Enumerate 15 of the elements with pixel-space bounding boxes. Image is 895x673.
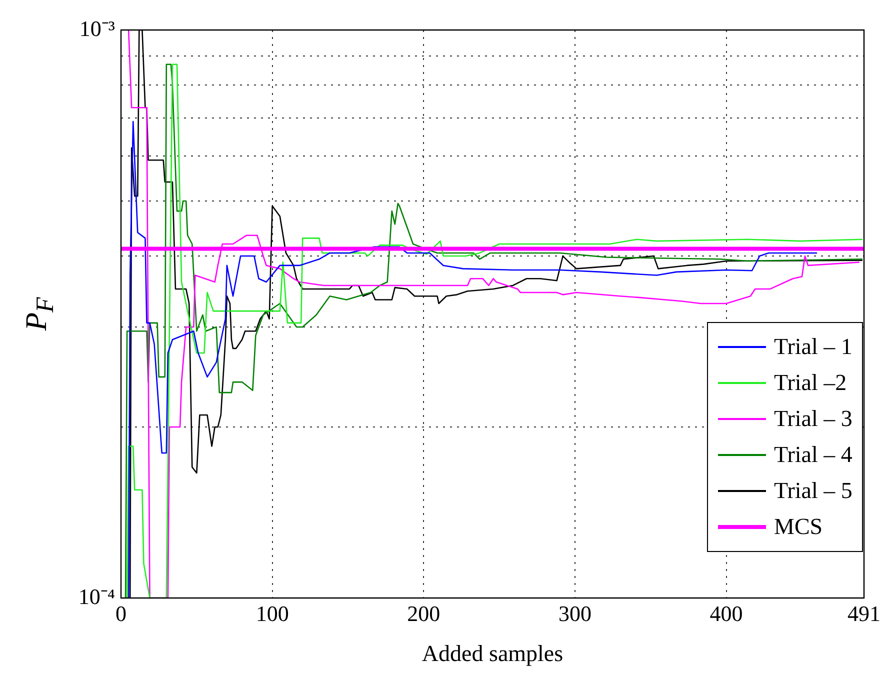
x-tick-label: 300 (558, 600, 592, 626)
x-axis-title: Added samples (422, 641, 564, 666)
x-tick-label: 100 (256, 600, 289, 626)
x-tick-label: 491 (848, 600, 880, 626)
legend-label: Trial – 4 (774, 442, 852, 468)
x-tick-label: 0 (116, 600, 126, 626)
x-tick-label: 400 (710, 600, 743, 626)
legend-label: Trial – 5 (774, 478, 852, 504)
x-tick-label: 200 (407, 600, 440, 626)
y-tick-label: 10⁻³ (79, 16, 116, 41)
legend-label: MCS (774, 514, 823, 540)
y-tick-label: 10⁻⁴ (78, 584, 116, 609)
legend-label: Trial –2 (774, 370, 847, 396)
legend-label: Trial – 1 (774, 334, 852, 360)
legend-label: Trial – 3 (774, 406, 852, 432)
